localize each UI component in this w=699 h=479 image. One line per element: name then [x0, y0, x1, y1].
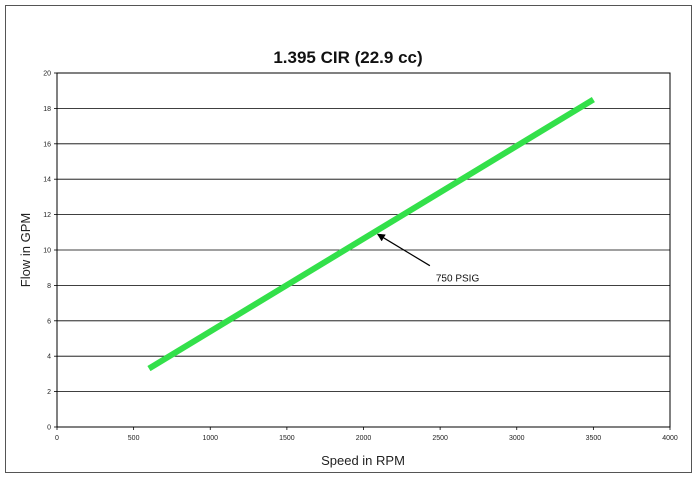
y-axis-ticks: 0 2 4 6 8 10 12 14 16 18 20 [43, 71, 57, 432]
chart-frame [5, 5, 692, 473]
y-tick-label: 16 [43, 141, 51, 148]
x-tick-label: 0 [55, 435, 59, 442]
x-tick-label: 1000 [202, 435, 218, 442]
x-axis-label: Speed in RPM [321, 453, 405, 468]
x-tick-label: 3000 [509, 435, 525, 442]
grid [56, 72, 671, 428]
x-tick-label: 3500 [586, 435, 602, 442]
x-tick-label: 500 [128, 435, 140, 442]
x-tick-label: 2500 [432, 435, 448, 442]
chart-title: 1.395 CIR (22.9 cc) [273, 48, 422, 67]
y-tick-label: 2 [47, 389, 51, 396]
y-tick-label: 12 [43, 212, 51, 219]
y-tick-label: 4 [47, 354, 51, 361]
y-tick-label: 18 [43, 106, 51, 113]
annotation-layer: 750 PSIG [376, 233, 480, 285]
y-tick-label: 6 [47, 318, 51, 325]
x-tick-label: 4000 [662, 435, 678, 442]
x-tick-label: 2000 [356, 435, 372, 442]
y-axis-label: Flow in GPM [18, 213, 33, 287]
y-tick-label: 14 [43, 177, 51, 184]
flow-line [147, 96, 595, 372]
y-tick-label: 10 [43, 248, 51, 255]
series-layer [147, 96, 595, 372]
annotation-label: 750 PSIG [436, 274, 480, 285]
y-tick-label: 8 [47, 283, 51, 290]
annotation-arrow [376, 233, 431, 267]
x-axis-ticks: 0 500 1000 1500 2000 2500 3000 3500 4000 [55, 427, 678, 442]
y-tick-label: 20 [43, 71, 51, 78]
y-tick-label: 0 [47, 425, 51, 432]
x-tick-label: 1500 [279, 435, 295, 442]
